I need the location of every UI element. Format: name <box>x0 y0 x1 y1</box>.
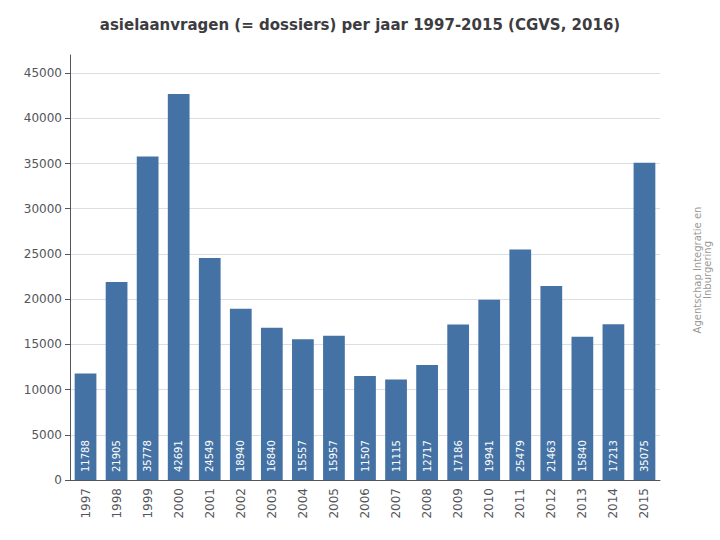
svg-text:15957: 15957 <box>328 440 339 472</box>
svg-text:25000: 25000 <box>24 247 62 261</box>
svg-text:2009: 2009 <box>451 488 465 519</box>
svg-text:21905: 21905 <box>111 440 122 472</box>
svg-text:12717: 12717 <box>422 440 433 472</box>
svg-text:asielaanvragen (= dossiers) pe: asielaanvragen (= dossiers) per jaar 199… <box>100 16 620 34</box>
svg-text:15557: 15557 <box>297 440 308 472</box>
svg-text:Inburgering: Inburgering <box>702 241 713 299</box>
svg-text:2002: 2002 <box>234 488 248 519</box>
svg-text:21463: 21463 <box>546 440 557 472</box>
svg-text:2001: 2001 <box>203 488 217 519</box>
svg-text:40000: 40000 <box>24 111 62 125</box>
svg-text:Agentschap Integratie en: Agentschap Integratie en <box>691 206 703 334</box>
svg-text:30000: 30000 <box>24 202 62 216</box>
svg-text:2013: 2013 <box>575 488 589 519</box>
svg-text:18940: 18940 <box>235 440 246 472</box>
svg-text:2007: 2007 <box>389 488 403 519</box>
svg-text:11115: 11115 <box>391 440 402 472</box>
svg-text:25479: 25479 <box>515 440 526 472</box>
svg-text:17186: 17186 <box>453 440 464 472</box>
svg-text:19941: 19941 <box>484 440 495 472</box>
svg-text:2012: 2012 <box>544 488 558 519</box>
svg-text:2005: 2005 <box>327 488 341 519</box>
svg-text:1997: 1997 <box>79 488 93 519</box>
svg-text:17213: 17213 <box>608 440 619 472</box>
svg-text:20000: 20000 <box>24 292 62 306</box>
svg-text:35075: 35075 <box>639 440 650 472</box>
svg-text:16840: 16840 <box>266 440 277 472</box>
svg-text:1999: 1999 <box>141 488 155 519</box>
svg-text:2010: 2010 <box>482 488 496 519</box>
svg-text:2004: 2004 <box>296 488 310 519</box>
svg-text:11507: 11507 <box>360 440 371 472</box>
svg-text:2014: 2014 <box>606 488 620 519</box>
svg-text:5000: 5000 <box>31 428 62 442</box>
svg-text:2000: 2000 <box>172 488 186 519</box>
svg-text:24549: 24549 <box>204 440 215 472</box>
svg-text:2006: 2006 <box>358 488 372 519</box>
svg-text:2003: 2003 <box>265 488 279 519</box>
svg-text:2008: 2008 <box>420 488 434 519</box>
svg-text:45000: 45000 <box>24 66 62 80</box>
svg-text:35778: 35778 <box>142 440 153 472</box>
svg-text:2015: 2015 <box>637 488 651 519</box>
svg-text:35000: 35000 <box>24 157 62 171</box>
svg-text:2011: 2011 <box>513 488 527 519</box>
svg-text:15840: 15840 <box>577 440 588 472</box>
svg-text:42691: 42691 <box>173 440 184 472</box>
svg-text:1998: 1998 <box>110 488 124 519</box>
svg-text:15000: 15000 <box>24 337 62 351</box>
svg-text:0: 0 <box>54 473 62 487</box>
svg-text:11788: 11788 <box>80 440 91 472</box>
svg-text:10000: 10000 <box>24 383 62 397</box>
